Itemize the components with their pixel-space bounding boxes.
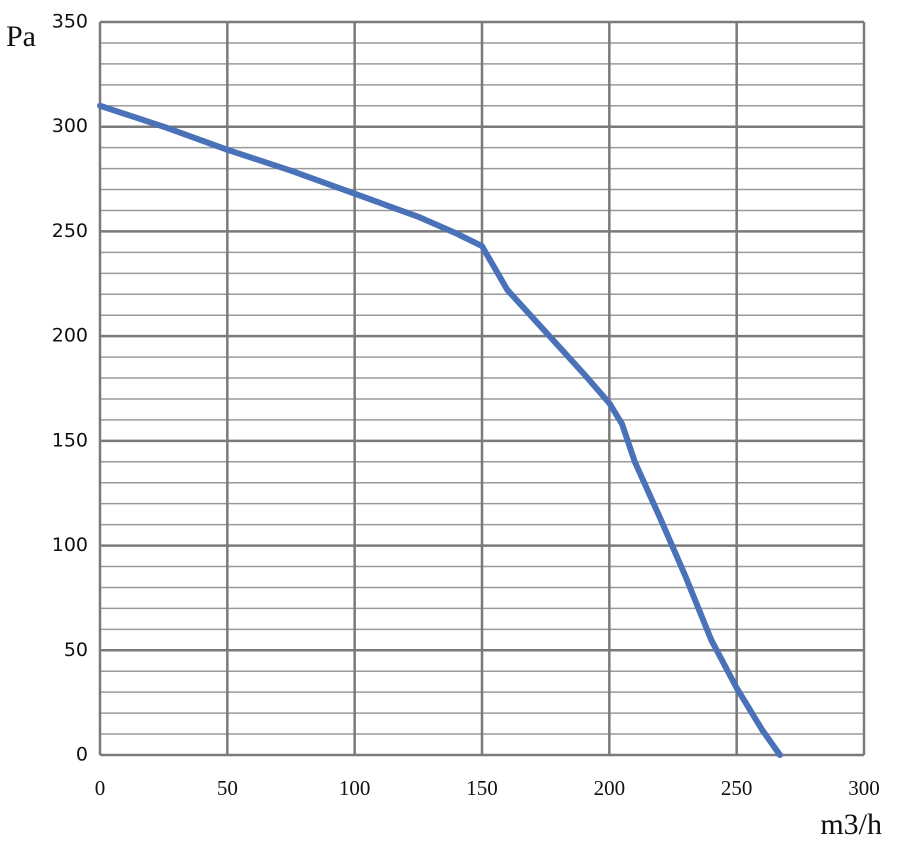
y-tick-label: 250 — [52, 220, 88, 242]
x-axis-label: m3/h — [820, 808, 882, 841]
y-tick-label: 50 — [64, 639, 88, 661]
x-tick-label: 200 — [594, 776, 626, 800]
x-tick-label: 250 — [721, 776, 753, 800]
x-tick-label: 50 — [217, 776, 238, 800]
x-tick-label: 150 — [466, 776, 498, 800]
y-tick-label: 300 — [52, 115, 88, 137]
data-line — [97, 102, 783, 758]
y-axis-label: Pa — [6, 20, 36, 53]
x-tick-label: 300 — [848, 776, 880, 800]
y-tick-label: 150 — [52, 429, 88, 451]
x-tick-label: 0 — [95, 776, 106, 800]
x-tick-label: 100 — [339, 776, 371, 800]
y-tick-label: 350 — [52, 11, 88, 33]
y-tick-label: 100 — [52, 534, 88, 556]
y-tick-label: 0 — [76, 744, 88, 766]
y-tick-label: 200 — [52, 325, 88, 347]
